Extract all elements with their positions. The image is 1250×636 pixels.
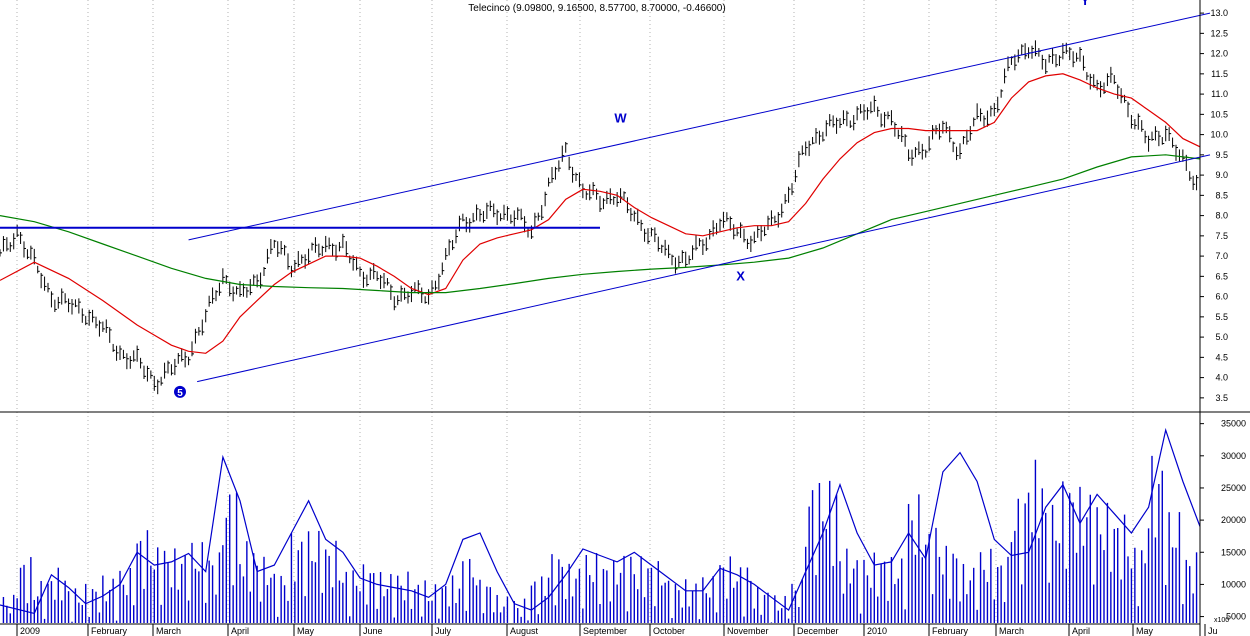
long-moving-average-line <box>0 154 1201 294</box>
price-y-tick-label: 8.0 <box>1215 211 1228 221</box>
price-y-tick-label: 5.5 <box>1215 312 1228 322</box>
price-y-tick-label: 4.0 <box>1215 373 1228 383</box>
x-tick-label: November <box>727 626 769 636</box>
price-y-tick-label: 6.5 <box>1215 271 1228 281</box>
x-tick-label: April <box>1072 626 1090 636</box>
x-tick-label: February <box>932 626 969 636</box>
price-y-tick-label: 13.0 <box>1210 8 1228 18</box>
price-y-tick-label: 6.0 <box>1215 292 1228 302</box>
volume-y-tick-label: 15000 <box>1221 547 1246 557</box>
price-y-tick-label: 5.0 <box>1215 332 1228 342</box>
x-tick-label: July <box>435 626 452 636</box>
wave-label: X <box>736 268 745 283</box>
x-tick-label: March <box>156 626 181 636</box>
wave-label: W <box>614 110 627 125</box>
wave-label: Y <box>1081 0 1090 8</box>
wave-label: 5 <box>177 388 183 399</box>
x-tick-label: Ju <box>1208 626 1218 636</box>
price-y-tick-label: 4.5 <box>1215 352 1228 362</box>
volume-y-tick-label: 25000 <box>1221 483 1246 493</box>
volume-scale-label: x100 <box>1214 617 1229 624</box>
volume-y-tick-label: 35000 <box>1221 419 1246 429</box>
grid-layer <box>16 0 1134 624</box>
volume-y-tick-label: 30000 <box>1221 451 1246 461</box>
x-tick-label: 2009 <box>20 626 40 636</box>
price-y-tick-label: 11.5 <box>1211 69 1228 79</box>
price-y-tick-label: 12.0 <box>1210 49 1228 59</box>
short-moving-average-line <box>0 73 1201 354</box>
x-tick-label: May <box>1136 626 1154 636</box>
volume-y-tick-label: 5000 <box>1226 612 1246 622</box>
x-tick-label: April <box>231 626 249 636</box>
price-y-tick-label: 9.0 <box>1215 170 1228 180</box>
volume-average-line <box>0 427 1201 615</box>
x-tick-label: February <box>91 626 128 636</box>
x-tick-label: December <box>797 626 839 636</box>
x-tick-label: June <box>363 626 383 636</box>
price-y-tick-label: 3.5 <box>1215 393 1228 403</box>
volume-y-tick-label: 20000 <box>1221 515 1246 525</box>
x-tick-label: October <box>653 626 685 636</box>
price-y-tick-label: 7.0 <box>1215 251 1228 261</box>
x-tick-label: 2010 <box>867 626 887 636</box>
x-tick-label: August <box>510 626 539 636</box>
price-y-tick-label: 12.5 <box>1210 28 1228 38</box>
price-panel: W X Y 5 <box>0 0 1211 399</box>
x-tick-label: September <box>583 626 627 636</box>
volume-panel <box>0 427 1201 623</box>
x-tick-label: March <box>999 626 1024 636</box>
price-y-tick-label: 10.0 <box>1210 130 1228 140</box>
upper-channel-line <box>188 12 1211 241</box>
price-y-tick-label: 10.5 <box>1210 109 1228 119</box>
volume-y-tick-label: 10000 <box>1221 579 1246 589</box>
price-y-tick-label: 9.5 <box>1215 150 1228 160</box>
price-y-tick-label: 7.5 <box>1215 231 1228 241</box>
chart-title: Telecinco (9.09800, 9.16500, 8.57700, 8.… <box>468 3 725 14</box>
lower-channel-line <box>197 154 1211 383</box>
wave-label-circle <box>174 385 186 398</box>
price-y-tick-label: 11.0 <box>1211 89 1228 99</box>
price-y-tick-label: 8.5 <box>1215 190 1228 200</box>
x-tick-label: May <box>297 626 315 636</box>
